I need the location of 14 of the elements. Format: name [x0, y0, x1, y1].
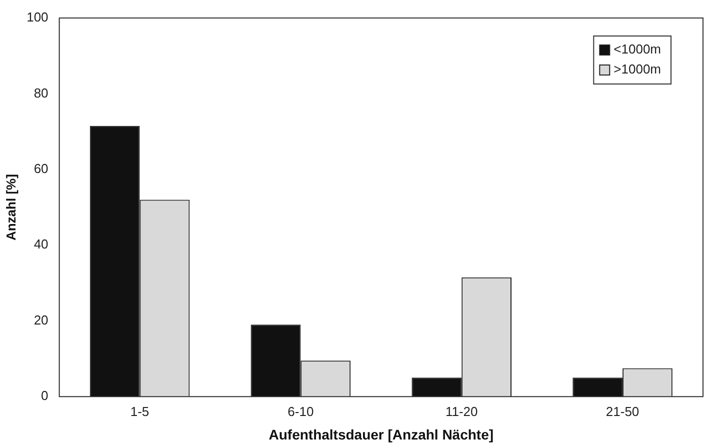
y-tick-label: 60	[34, 161, 48, 176]
y-axis-title: Anzahl [%]	[3, 174, 18, 241]
x-tick-label: 1-5	[130, 404, 150, 419]
x-axis-title: Aufenthaltsdauer [Anzahl Nächte]	[268, 426, 494, 442]
y-tick-label: 40	[34, 236, 48, 252]
legend-label: <1000m	[614, 42, 662, 57]
y-tick-label: 100	[26, 10, 48, 25]
y-tick-label: 0	[41, 388, 48, 404]
legend-label: >1000m	[614, 62, 662, 77]
x-tick-label: 11-20	[445, 404, 478, 419]
y-tick-label: 80	[34, 85, 48, 100]
x-tick-label: 21-50	[606, 404, 640, 419]
y-tick-label: 20	[34, 312, 48, 328]
x-tick-label: 6-10	[288, 404, 314, 419]
